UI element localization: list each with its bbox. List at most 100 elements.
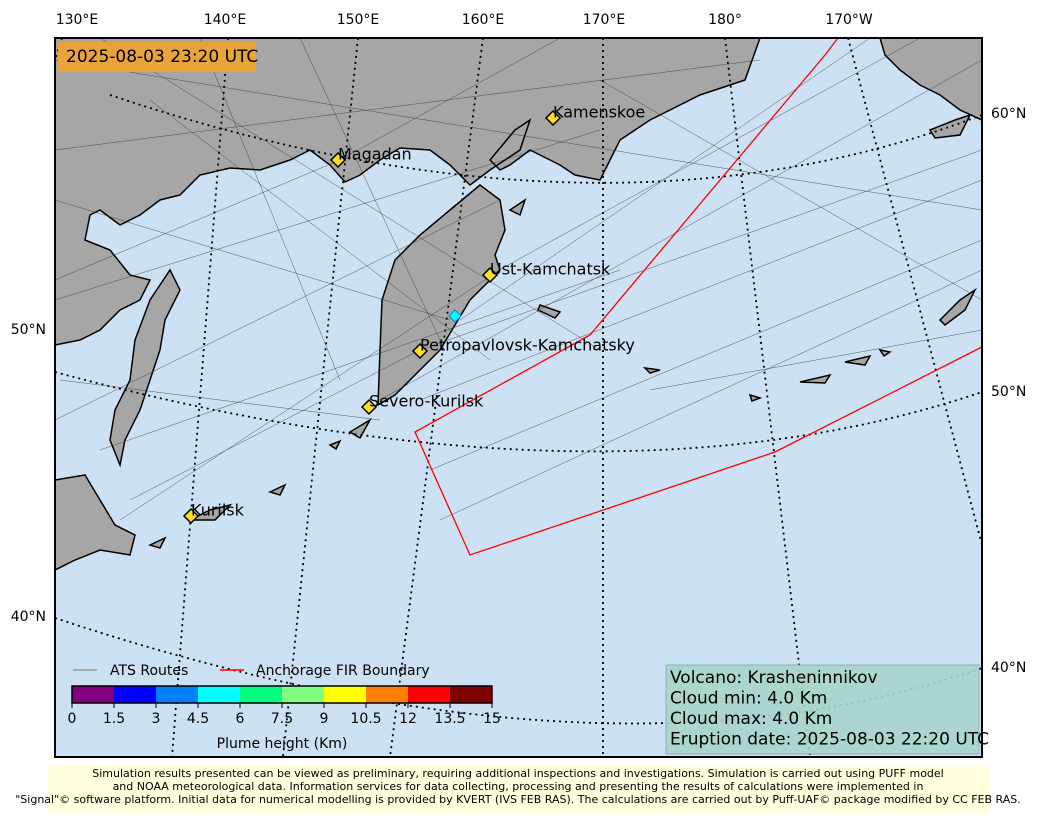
colorbar-segment: [72, 686, 114, 703]
meridian: [55, 38, 63, 61]
route: [419, 179, 982, 401]
parallel: [55, 371, 982, 453]
longitude-label: 170°E: [583, 12, 626, 28]
colorbar-tick-label: 13.5: [434, 711, 465, 727]
route: [599, 79, 982, 301]
colorbar-segment: [240, 686, 282, 703]
place-label: Severo-Kurilsk: [369, 392, 484, 411]
colorbar-label: Plume height (Km): [217, 736, 348, 752]
meridian: [171, 38, 229, 757]
sakhalin: [109, 268, 181, 468]
ats-routes: [55, 38, 982, 521]
hokkaido: [55, 474, 136, 571]
parallel: [55, 617, 982, 725]
legend-fir: Anchorage FIR Boundary: [256, 663, 430, 679]
longitude-label: 180°: [708, 12, 742, 28]
place-label: Kurilsk: [191, 501, 245, 520]
route: [419, 149, 982, 351]
longitude-label: 170°W: [825, 12, 873, 28]
route: [149, 99, 491, 361]
place-marker: [411, 342, 429, 360]
route: [199, 38, 341, 381]
route: [55, 199, 451, 321]
route: [99, 269, 621, 451]
route: [55, 129, 601, 301]
route: [339, 38, 561, 161]
colorbar-tick-label: 10.5: [350, 711, 381, 727]
latitude-label: 50°N: [11, 322, 46, 338]
places: Kamenskoe Magadan Ust-Kamchatsk Petropavlov…: [182, 103, 645, 525]
longitude-label: 130°E: [56, 12, 99, 28]
route: [439, 269, 982, 521]
route: [299, 38, 441, 341]
colorbar: 0 1.5 3 4.5 6 7.5 9 10.5 12 13.5 15: [68, 685, 501, 727]
route: [55, 159, 341, 281]
colorbar-tick-label: 0: [68, 711, 77, 727]
route: [429, 239, 982, 471]
route: [649, 329, 982, 391]
colorbar-tick-label: 12: [399, 711, 417, 727]
colorbar-segment: [408, 686, 450, 703]
meridian: [282, 38, 359, 757]
legend-routes: ATS Routes: [110, 663, 188, 679]
info-box: [665, 664, 980, 755]
route: [459, 38, 871, 321]
colorbar-segment: [156, 686, 198, 703]
colorbar-tick-label: 6: [236, 711, 245, 727]
place-marker: [329, 151, 347, 169]
info-line: Eruption date: 2025-08-03 22:20 UTC: [670, 730, 989, 750]
timestamp: 2025-08-03 23:20 UTC: [66, 47, 258, 67]
colorbar-tick-label: 1.5: [103, 711, 125, 727]
route: [55, 59, 982, 211]
place-marker: [360, 398, 378, 416]
latitude-label: 60°N: [991, 106, 1026, 122]
meridian: [389, 38, 484, 757]
plume: [448, 309, 462, 323]
latitude-label: 40°N: [11, 609, 46, 625]
place-marker: [481, 266, 499, 284]
map-layers: [55, 38, 982, 757]
kamchatka: [377, 184, 506, 407]
timestamp-box: [58, 42, 256, 72]
place-label: Ust-Kamchatsk: [490, 260, 611, 279]
fir-boundary: [414, 38, 982, 556]
route: [99, 38, 601, 351]
colorbar-segment: [282, 686, 324, 703]
place-marker: [544, 109, 562, 127]
footer: Simulation results presented can be view…: [15, 767, 1021, 806]
place-marker: [182, 507, 200, 525]
footer-line: "Signal"© software platform. Initial dat…: [15, 793, 1021, 806]
colorbar-segment: [366, 686, 408, 703]
graticule-labels: 130°E 140°E 150°E 160°E 170°E 180° 170°W 50°N 40…: [11, 12, 1027, 676]
map-frame: [54, 37, 983, 758]
colorbar-segment: [198, 686, 240, 703]
place-label: Petropavlovsk-Kamchatsky: [420, 336, 635, 355]
route: [489, 38, 921, 276]
colorbar-segment: [114, 686, 156, 703]
info-line: Volcano: Krasheninnikov: [670, 668, 878, 688]
latitude-label: 40°N: [991, 660, 1026, 676]
longitude-label: 140°E: [204, 12, 247, 28]
colorbar-tick-label: 7.5: [271, 711, 293, 727]
route: [129, 349, 421, 501]
alaska-island: [928, 113, 972, 139]
route: [379, 59, 982, 401]
route: [55, 59, 761, 151]
footer-line: and NOAA meteorological data. Informatio…: [113, 780, 924, 793]
islands: [147, 198, 977, 549]
colorbar-segment: [450, 686, 492, 703]
route: [119, 269, 501, 521]
footer-box: [47, 765, 990, 813]
colorbar-tick-label: 9: [320, 711, 329, 727]
colorbar-tick-label: 15: [483, 711, 501, 727]
route: [55, 199, 501, 421]
footer-line: Simulation results presented can be view…: [92, 767, 944, 780]
alaska: [879, 38, 982, 121]
longitude-label: 150°E: [337, 12, 380, 28]
info-line: Cloud min: 4.0 Km: [670, 689, 827, 709]
longitude-label: 160°E: [462, 12, 505, 28]
parallel: [109, 94, 982, 184]
colorbar-tick-label: 3: [152, 711, 161, 727]
